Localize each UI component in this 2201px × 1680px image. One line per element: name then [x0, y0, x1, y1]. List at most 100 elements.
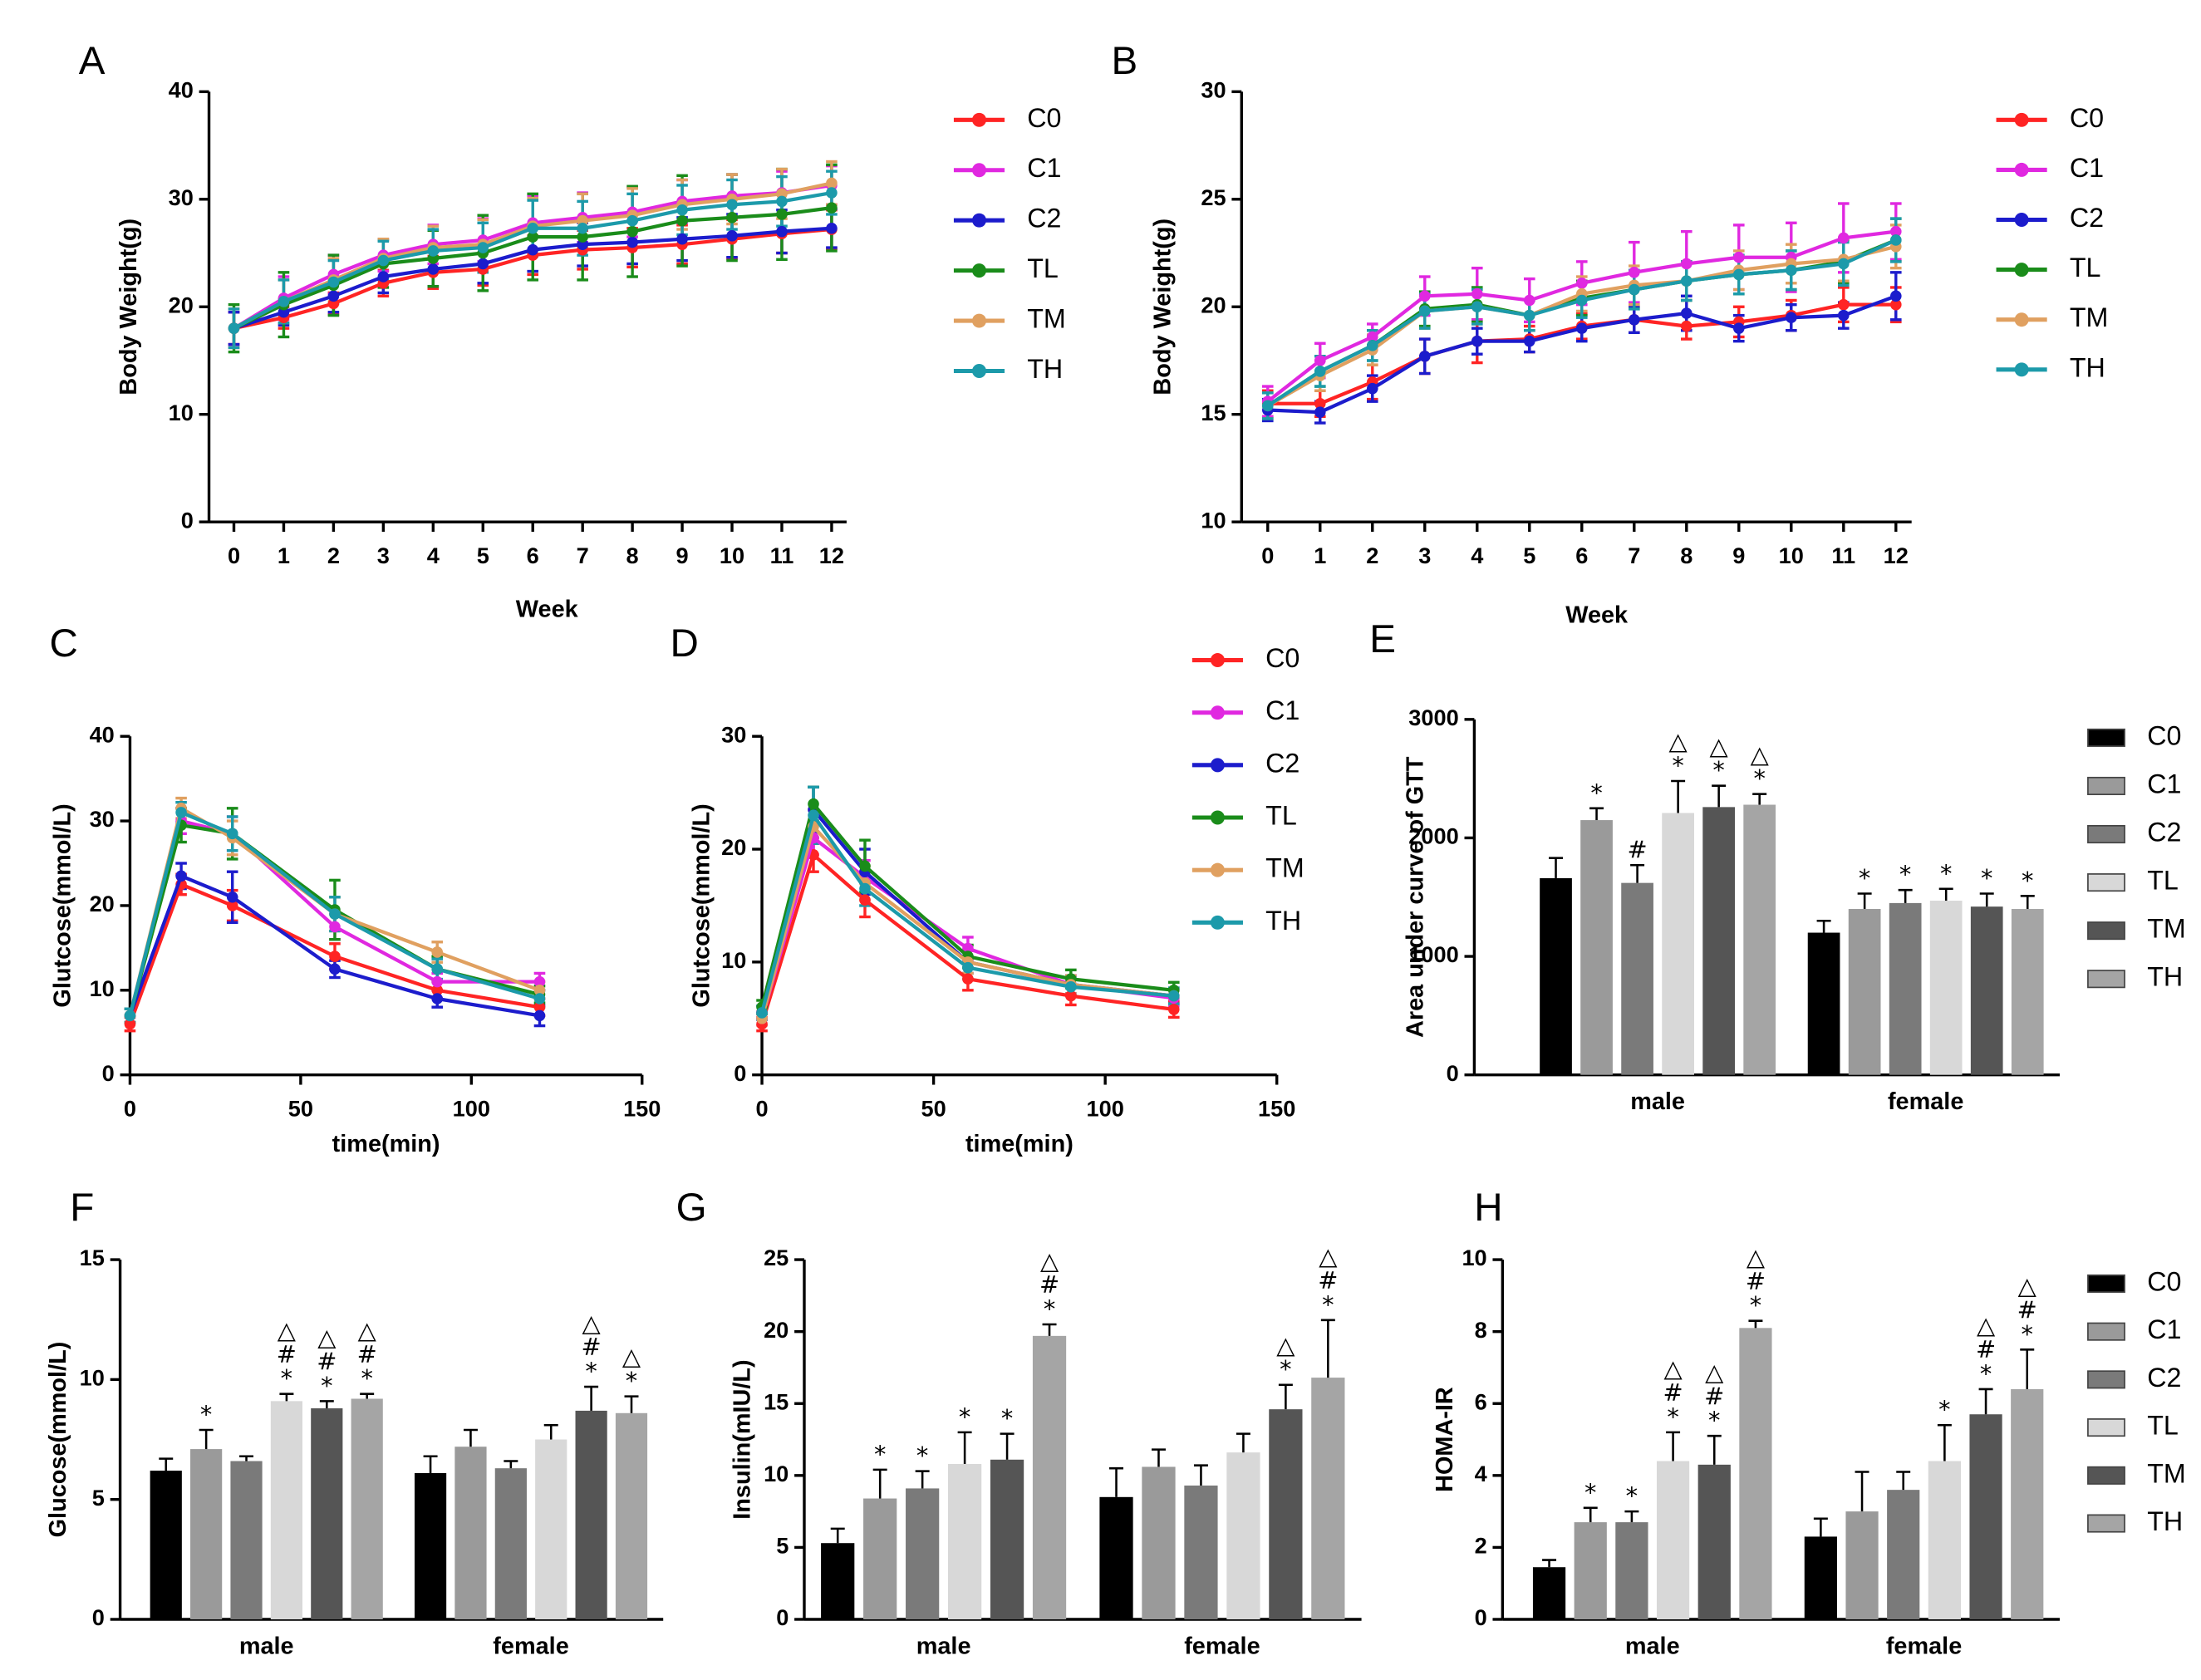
point	[1890, 290, 1902, 302]
bar	[1929, 901, 1963, 1075]
series-line	[128, 873, 540, 1018]
x-tick-label: 9	[676, 543, 689, 568]
bar	[1615, 1522, 1648, 1619]
legend-label: TL	[1027, 253, 1059, 283]
y-tick-label: 0	[734, 1060, 746, 1086]
bar	[1269, 1409, 1303, 1619]
significance-mark: △	[1710, 732, 1729, 760]
significance-mark: △	[1747, 1243, 1766, 1271]
significance-mark: △	[358, 1316, 377, 1344]
y-tick-label: 40	[90, 721, 115, 747]
significance-mark: *	[321, 1371, 332, 1399]
significance-mark: *	[1981, 864, 1992, 892]
significance-mark: *	[1044, 1294, 1055, 1323]
x-tick-label: 50	[921, 1095, 946, 1121]
point	[1680, 275, 1693, 287]
point	[1838, 258, 1850, 270]
legend-label: C1	[2070, 153, 2104, 183]
bar	[906, 1488, 940, 1619]
y-tick-label: 30	[1201, 77, 1226, 103]
point	[1418, 290, 1431, 302]
legend-label: TM	[1265, 853, 1304, 883]
y-tick-label: 15	[764, 1388, 789, 1414]
significance-mark: #	[277, 1340, 297, 1368]
series-line	[759, 800, 1175, 1008]
point	[1314, 355, 1326, 366]
point	[776, 195, 788, 208]
significance-mark: *	[585, 1357, 597, 1385]
y-tick-label: 6	[1475, 1388, 1487, 1414]
legend-swatch-marker	[972, 263, 986, 278]
point	[1314, 397, 1326, 410]
point	[527, 231, 539, 243]
point	[1575, 277, 1588, 289]
legend-swatch-marker	[2014, 213, 2029, 227]
x-tick-label: 5	[1523, 543, 1535, 568]
legend-label: C0	[1265, 643, 1299, 673]
series-line	[759, 823, 1175, 1019]
bar	[414, 1472, 447, 1619]
x-tick-label: 4	[427, 543, 440, 568]
point	[1575, 322, 1588, 334]
y-axis-label: Glucose(mmol/L)	[45, 1342, 71, 1538]
significance-mark: *	[1750, 1291, 1761, 1319]
bar	[1702, 807, 1736, 1075]
y-tick-label: 30	[90, 806, 115, 832]
significance-mark: △	[1977, 1311, 1996, 1339]
x-tick-label: female	[1888, 1088, 1963, 1115]
x-axis-label: Week	[516, 597, 579, 623]
bar	[1845, 1511, 1879, 1619]
significance-mark: *	[1590, 779, 1602, 807]
point	[962, 973, 974, 985]
y-tick-label: 10	[721, 947, 746, 973]
bar	[2011, 909, 2044, 1075]
point	[1732, 268, 1745, 281]
legend-swatch-marker	[1210, 758, 1225, 773]
legend-swatch-marker	[2014, 312, 2029, 327]
y-tick-label: 1000	[1408, 941, 1458, 967]
x-tick-label: 8	[626, 543, 639, 568]
legend-label: C2	[2147, 818, 2181, 847]
bar	[1574, 1522, 1607, 1619]
x-tick-label: male	[916, 1633, 971, 1660]
point	[1628, 283, 1640, 296]
bar	[1743, 804, 1776, 1075]
legend-swatch-marker	[1210, 915, 1225, 930]
x-tick-label: 11	[770, 543, 794, 568]
point	[1523, 294, 1535, 307]
significance-mark: *	[916, 1442, 928, 1470]
y-tick-label: 15	[80, 1245, 105, 1270]
legend-label: TM	[2147, 1458, 2186, 1488]
significance-mark: *	[1712, 756, 1724, 784]
bar	[1662, 813, 1694, 1075]
point	[226, 900, 238, 911]
point	[1890, 234, 1902, 246]
bar	[150, 1471, 182, 1619]
legend-swatch-marker	[2014, 162, 2029, 177]
point	[431, 975, 444, 988]
legend-label: C2	[1265, 748, 1299, 778]
x-tick-label: 0	[755, 1095, 768, 1121]
x-tick-label: 1	[1314, 543, 1326, 568]
bar	[1804, 1536, 1837, 1619]
legend-swatch	[2087, 728, 2125, 747]
point	[776, 209, 788, 220]
bar	[1697, 1464, 1731, 1619]
point	[1314, 366, 1326, 377]
point	[329, 951, 341, 962]
point	[431, 985, 444, 996]
point	[124, 1018, 136, 1030]
significance-mark: *	[1980, 1359, 1992, 1388]
point	[329, 921, 341, 933]
point	[1838, 232, 1850, 244]
point	[756, 1007, 768, 1019]
point	[808, 798, 819, 810]
significance-mark: *	[1672, 751, 1683, 779]
significance-mark: *	[1899, 860, 1911, 888]
point	[1786, 312, 1797, 323]
point	[1628, 267, 1640, 278]
x-tick-label: 7	[1628, 543, 1640, 568]
significance-mark: *	[200, 1400, 212, 1428]
point	[826, 202, 838, 214]
